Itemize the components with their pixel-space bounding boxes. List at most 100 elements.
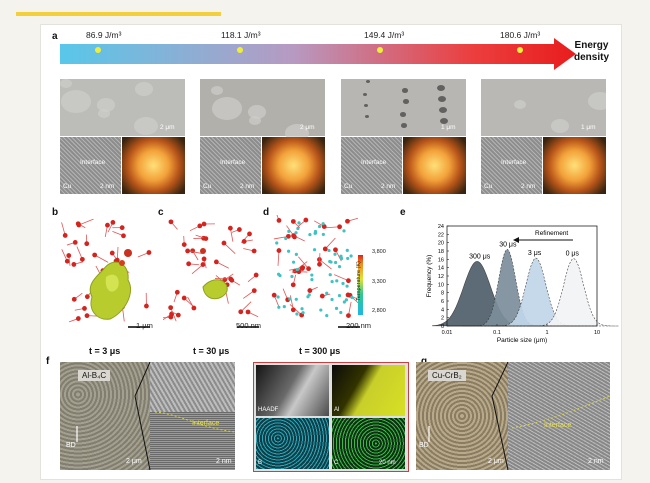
- particle-head: [245, 309, 251, 315]
- particle-head: [114, 257, 120, 263]
- cooled-particle: [319, 308, 323, 312]
- hrtem-image: Interface Cu 2 nm: [200, 137, 261, 194]
- cooled-particle: [321, 232, 325, 237]
- particle-head: [251, 288, 257, 294]
- time-d: t = 300 μs: [299, 346, 341, 356]
- particle-head: [290, 219, 296, 224]
- particle-head: [105, 222, 110, 228]
- tem-scale-bar: 2 nm: [240, 183, 255, 190]
- cooled-particle: [321, 222, 325, 226]
- fft-pattern: [122, 137, 185, 194]
- y-tick-label: 14: [438, 266, 444, 272]
- particle-head: [84, 294, 90, 300]
- energy-density-label: Energy density: [574, 40, 609, 64]
- cooled-particle: [345, 248, 349, 252]
- cooled-particle: [295, 312, 299, 316]
- y-tick-label: 10: [438, 282, 444, 288]
- energy-marker-3: [377, 47, 383, 53]
- particle-head: [201, 221, 207, 227]
- scale-c: 500 nm: [236, 321, 262, 330]
- cooled-particle: [349, 254, 353, 258]
- particle-head: [174, 289, 180, 295]
- energy-label-4: 180.6 J/m³: [500, 30, 541, 40]
- particle-head: [321, 224, 327, 229]
- scale-g-left: 2 μm: [488, 458, 504, 465]
- particle-head: [71, 262, 77, 267]
- particle-simulation-d: [271, 215, 363, 328]
- micrograph-column-1: 2 μm Interface Cu 2 nm: [60, 79, 185, 194]
- sem-scale-bar: 1 μm: [581, 124, 596, 131]
- panel-d-label: d: [263, 207, 270, 218]
- velocity-arrow: [277, 250, 280, 266]
- peak-label-1: 30 μs: [499, 241, 517, 248]
- particle-head: [185, 248, 191, 254]
- particle-head: [146, 250, 152, 255]
- velocity-arrow: [240, 301, 252, 313]
- particle-head: [144, 303, 149, 309]
- panel-a-label: a: [52, 31, 58, 42]
- cooled-particle: [328, 273, 332, 277]
- cooled-particle: [327, 248, 331, 253]
- y-tick-label: 12: [438, 274, 444, 280]
- energy-marker-4: [517, 47, 523, 53]
- particle-head: [92, 252, 98, 258]
- hrtem-image: Interface Cu 2 nm: [60, 137, 121, 194]
- particle-head: [62, 233, 68, 238]
- energy-density-arrow: [60, 38, 576, 70]
- particle-head: [168, 305, 174, 311]
- tem-cu-label: Cu: [63, 183, 72, 190]
- particle-head: [299, 266, 305, 271]
- y-axis-label: Frequency (%): [426, 255, 433, 298]
- cooled-particle: [342, 300, 346, 304]
- particle-head: [276, 217, 282, 223]
- cooled-particle: [277, 305, 281, 309]
- scale-d: 200 nm: [346, 321, 372, 330]
- sem-image: 1 μm: [481, 79, 606, 136]
- particle-head: [201, 256, 207, 262]
- cooled-particle: [312, 248, 317, 252]
- particle-head: [291, 233, 296, 239]
- cooled-particle: [330, 297, 334, 302]
- velocity-arrow: [273, 235, 289, 240]
- panel-f-label: f: [46, 356, 50, 367]
- cooled-particle: [339, 310, 343, 315]
- cooled-particle: [297, 221, 301, 225]
- panel-b-label: b: [52, 207, 59, 218]
- particle-head: [213, 259, 219, 265]
- cooled-particle: [335, 279, 339, 283]
- particle-head: [286, 233, 291, 239]
- sem-scale-bar: 2 μm: [300, 124, 315, 131]
- cooled-particle: [306, 295, 310, 299]
- particle-simulation-c: [163, 219, 259, 328]
- energy-label-1: 86.9 J/m³: [86, 30, 122, 40]
- particle-head: [307, 288, 313, 293]
- y-tick-label: 6: [441, 299, 444, 305]
- cooled-particle: [282, 305, 286, 309]
- particle-head: [175, 312, 181, 318]
- cooled-particle: [310, 278, 314, 282]
- cooled-particle: [317, 224, 322, 229]
- x-tick-label: 0.01: [442, 330, 453, 336]
- particle-head: [200, 262, 206, 267]
- peak-label-3: 0 μs: [566, 251, 580, 258]
- cooled-particle: [342, 229, 346, 233]
- cooled-particle: [345, 284, 349, 288]
- particle-head: [337, 224, 342, 230]
- velocity-arrow: [289, 304, 302, 316]
- x-axis-label: Particle size (μm): [497, 337, 547, 344]
- particle-simulation-b: [61, 218, 152, 328]
- cooled-particle: [341, 281, 345, 286]
- velocity-arrow: [324, 226, 340, 229]
- sem-image: 1 μm: [341, 79, 466, 136]
- sem-scale-bar: 2 μm: [160, 124, 175, 131]
- y-tick-label: 16: [438, 257, 444, 263]
- cooled-particle: [284, 236, 288, 241]
- particle-head: [75, 221, 81, 227]
- interface-f: Interface: [192, 420, 220, 427]
- cooled-particle: [313, 229, 318, 234]
- title-g: Cu-CrB₂: [428, 370, 466, 381]
- micrograph-column-3: 1 μm Interface Cu 2 nm: [341, 79, 466, 194]
- y-tick-label: 18: [438, 249, 444, 255]
- particle-head: [346, 313, 351, 318]
- cooled-particle: [330, 280, 334, 284]
